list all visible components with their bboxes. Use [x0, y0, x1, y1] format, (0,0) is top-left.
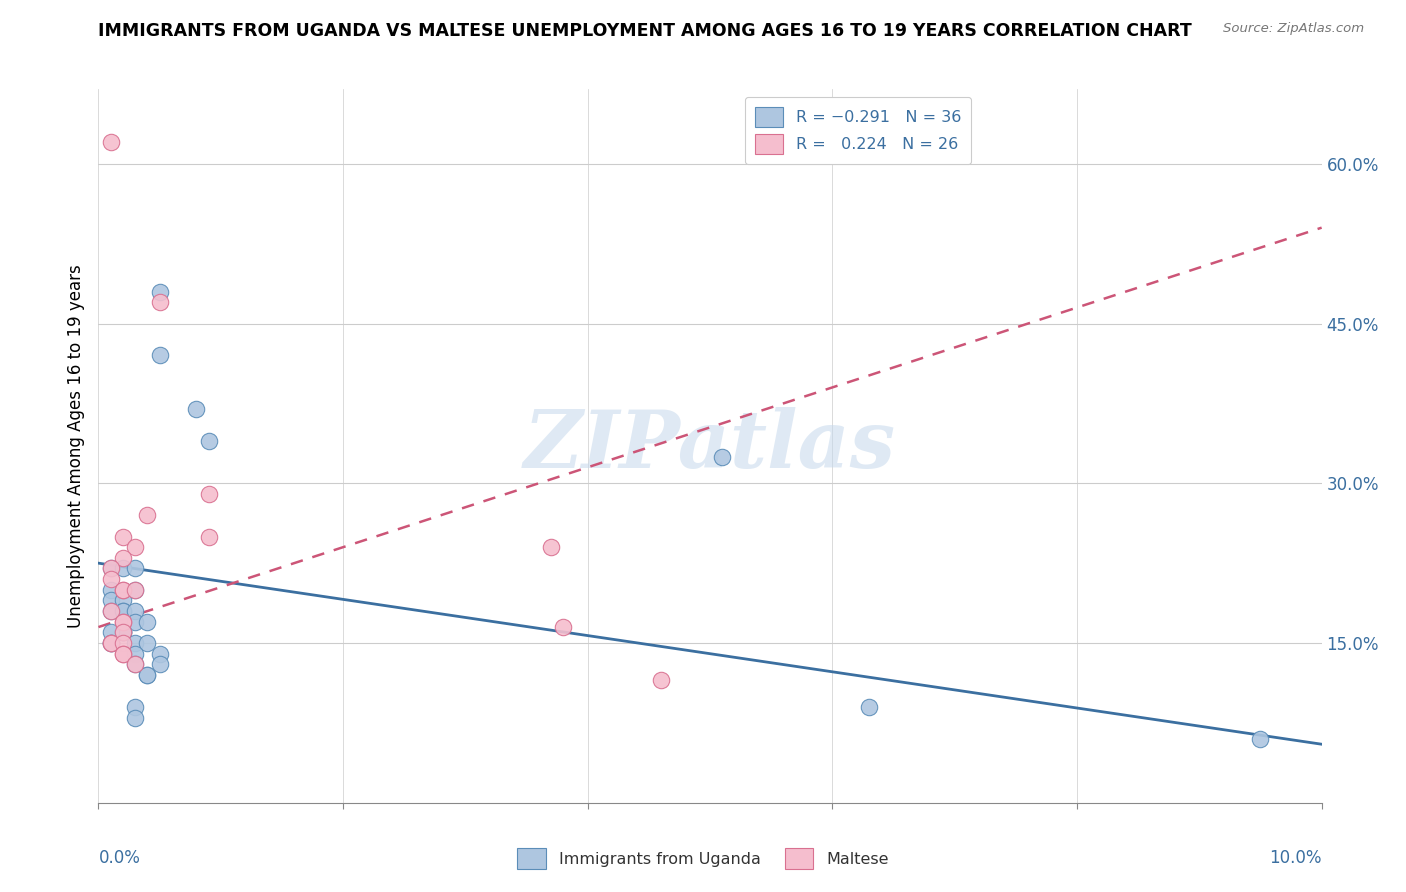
Point — [136, 615, 159, 629]
Point — [124, 710, 146, 724]
Point — [100, 636, 122, 650]
Point — [136, 668, 159, 682]
Point — [100, 582, 122, 597]
Point — [124, 636, 146, 650]
Point — [124, 604, 146, 618]
Point — [124, 582, 146, 597]
Point — [100, 593, 122, 607]
Point — [111, 582, 134, 597]
Point — [111, 647, 134, 661]
Point — [111, 615, 134, 629]
Point — [124, 540, 146, 554]
Text: 0.0%: 0.0% — [98, 849, 141, 867]
Point — [711, 450, 734, 464]
Legend: R = −0.291   N = 36, R =   0.224   N = 26: R = −0.291 N = 36, R = 0.224 N = 26 — [745, 97, 972, 164]
Point — [149, 657, 172, 672]
Point — [186, 401, 208, 416]
Point — [111, 636, 134, 650]
Point — [111, 625, 134, 640]
Point — [1249, 731, 1271, 746]
Point — [111, 604, 134, 618]
Point — [100, 604, 122, 618]
Point — [124, 657, 146, 672]
Point — [100, 636, 122, 650]
Point — [197, 529, 219, 543]
Point — [124, 657, 146, 672]
Point — [124, 615, 146, 629]
Point — [124, 561, 146, 575]
Text: Source: ZipAtlas.com: Source: ZipAtlas.com — [1223, 22, 1364, 36]
Point — [111, 625, 134, 640]
Point — [111, 615, 134, 629]
Y-axis label: Unemployment Among Ages 16 to 19 years: Unemployment Among Ages 16 to 19 years — [66, 264, 84, 628]
Point — [111, 625, 134, 640]
Point — [540, 540, 562, 554]
Point — [111, 625, 134, 640]
Point — [100, 561, 122, 575]
Text: ZIPatlas: ZIPatlas — [524, 408, 896, 484]
Legend: Immigrants from Uganda, Maltese: Immigrants from Uganda, Maltese — [510, 842, 896, 875]
Point — [111, 561, 134, 575]
Point — [136, 668, 159, 682]
Point — [124, 582, 146, 597]
Point — [100, 636, 122, 650]
Point — [650, 673, 672, 688]
Point — [197, 487, 219, 501]
Point — [111, 604, 134, 618]
Point — [100, 561, 122, 575]
Text: IMMIGRANTS FROM UGANDA VS MALTESE UNEMPLOYMENT AMONG AGES 16 TO 19 YEARS CORRELA: IMMIGRANTS FROM UGANDA VS MALTESE UNEMPL… — [98, 22, 1192, 40]
Point — [100, 604, 122, 618]
Point — [111, 550, 134, 565]
Point — [197, 434, 219, 448]
Point — [124, 700, 146, 714]
Point — [111, 593, 134, 607]
Point — [124, 647, 146, 661]
Point — [858, 700, 880, 714]
Point — [553, 620, 575, 634]
Point — [136, 636, 159, 650]
Point — [149, 647, 172, 661]
Point — [149, 295, 172, 310]
Point — [149, 349, 172, 363]
Text: 10.0%: 10.0% — [1270, 849, 1322, 867]
Point — [136, 508, 159, 523]
Point — [100, 625, 122, 640]
Point — [111, 529, 134, 543]
Point — [100, 572, 122, 586]
Point — [111, 582, 134, 597]
Point — [111, 647, 134, 661]
Point — [100, 136, 122, 150]
Point — [149, 285, 172, 299]
Point — [100, 636, 122, 650]
